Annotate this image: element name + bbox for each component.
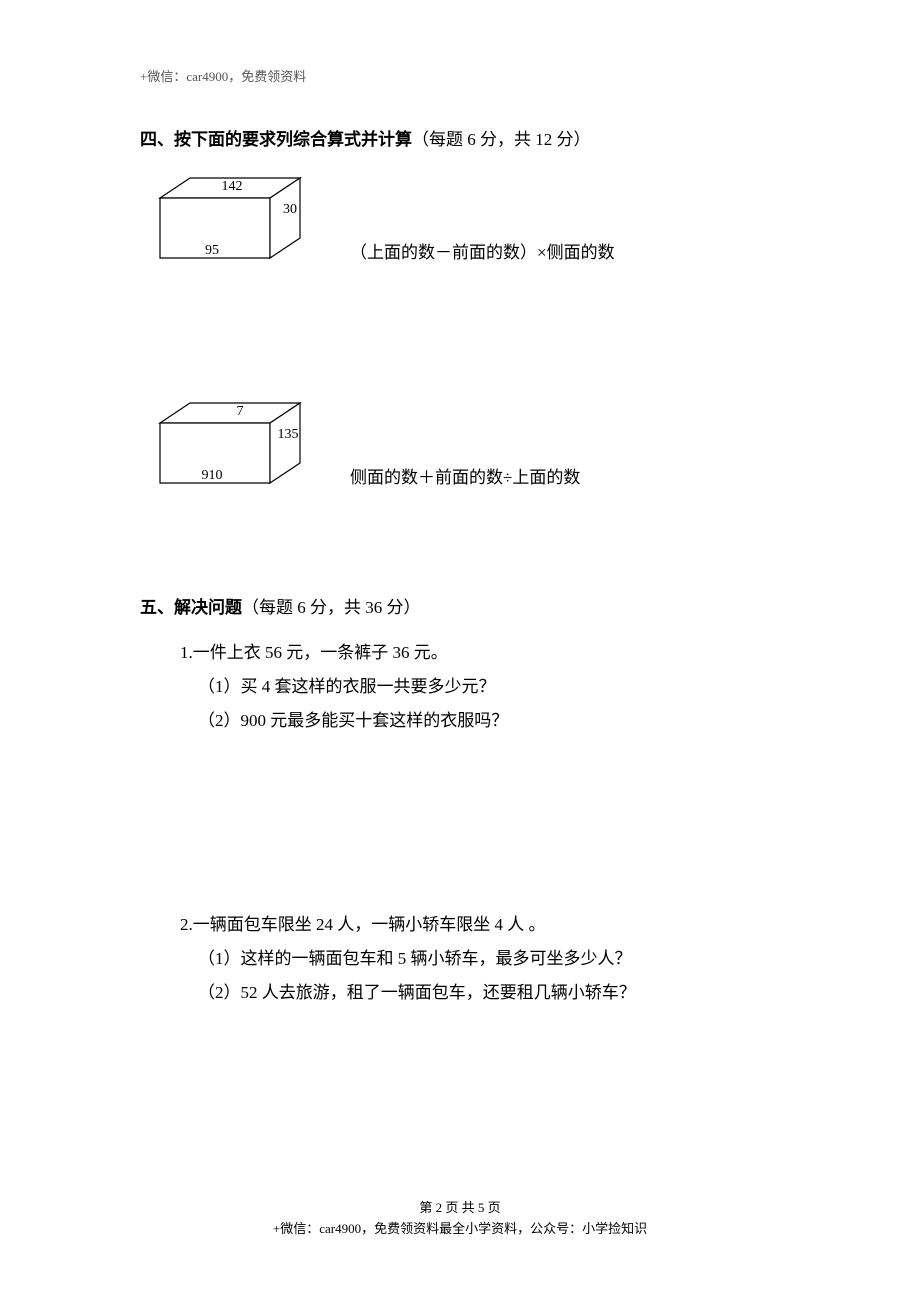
box1-top-label: 142 — [222, 179, 243, 194]
section4-title-bold: 四、按下面的要求列综合算式并计算 — [140, 130, 412, 149]
q1-stem: 1.一件上衣 56 元，一条裤子 36 元。 — [180, 636, 792, 670]
box2-top-label: 7 — [237, 404, 244, 419]
box2-front-label: 910 — [202, 468, 223, 483]
box2-row: 7 135 910 侧面的数＋前面的数÷上面的数 — [140, 393, 792, 498]
q1-sub1: （1）买 4 套这样的衣服一共要多少元？ — [198, 670, 792, 704]
box2-formula: 侧面的数＋前面的数÷上面的数 — [350, 463, 580, 498]
q1-block: 1.一件上衣 56 元，一条裤子 36 元。 （1）买 4 套这样的衣服一共要多… — [180, 636, 792, 738]
section4-title-norm: （每题 6 分，共 12 分） — [412, 130, 591, 149]
box2-diagram: 7 135 910 — [150, 393, 320, 498]
page-header-note: +微信：car4900，免费领资料 — [140, 66, 792, 85]
page-footer: 第 2 页 共 5 页 +微信：car4900，免费领资料最全小学资料，公众号：… — [0, 1198, 920, 1240]
section4-title: 四、按下面的要求列综合算式并计算（每题 6 分，共 12 分） — [140, 125, 792, 150]
footer-line1: 第 2 页 共 5 页 — [0, 1198, 920, 1219]
section5-title: 五、解决问题（每题 6 分，共 36 分） — [140, 593, 792, 618]
section5-title-norm: （每题 6 分，共 36 分） — [242, 598, 421, 617]
box1-front-label: 95 — [205, 243, 219, 258]
box2-side-label: 135 — [278, 427, 299, 442]
box1-row: 142 30 95 （上面的数－前面的数）×侧面的数 — [140, 168, 792, 273]
box1-formula: （上面的数－前面的数）×侧面的数 — [350, 238, 615, 273]
q1-sub2: （2）900 元最多能买十套这样的衣服吗？ — [198, 704, 792, 738]
footer-line2: +微信：car4900，免费领资料最全小学资料，公众号：小学捡知识 — [0, 1219, 920, 1240]
box1-side-label: 30 — [283, 202, 297, 217]
q2-block: 2.一辆面包车限坐 24 人，一辆小轿车限坐 4 人 。 （1）这样的一辆面包车… — [180, 908, 792, 1010]
q2-stem: 2.一辆面包车限坐 24 人，一辆小轿车限坐 4 人 。 — [180, 908, 792, 942]
q2-sub1: （1）这样的一辆面包车和 5 辆小轿车，最多可坐多少人？ — [198, 942, 792, 976]
section5-title-bold: 五、解决问题 — [140, 598, 242, 617]
box1-diagram: 142 30 95 — [150, 168, 320, 273]
q2-sub2: （2）52 人去旅游，租了一辆面包车，还要租几辆小轿车？ — [198, 976, 792, 1010]
